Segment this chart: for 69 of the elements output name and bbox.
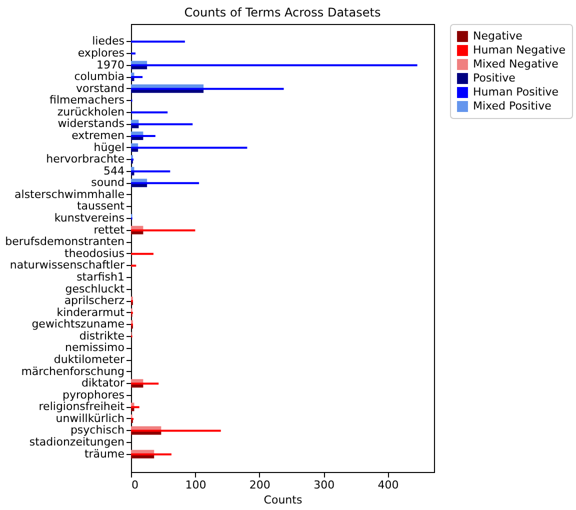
y-tick-label: naturwissenschaftler — [10, 258, 125, 272]
y-tick-label: explores — [78, 46, 125, 60]
x-axis-title: Counts — [264, 494, 302, 506]
bar — [131, 406, 140, 408]
bar — [131, 430, 221, 432]
legend-label: Human Positive — [473, 86, 559, 98]
bar — [131, 229, 196, 232]
bar — [131, 88, 284, 90]
bar — [131, 64, 418, 66]
bar — [131, 123, 193, 126]
x-tick-label: 100 — [185, 478, 206, 492]
y-tick-label: liedes — [92, 34, 125, 48]
bar — [131, 40, 185, 43]
y-tick-label: kinderarmut — [56, 306, 126, 319]
bar — [131, 252, 154, 255]
y-tick-label: zurückholen — [57, 105, 125, 118]
bar — [131, 453, 172, 456]
y-tick-label: sound — [91, 176, 124, 190]
y-tick-label: träume — [84, 447, 125, 460]
bar — [131, 158, 134, 161]
y-tick-label: stadionzeitungen — [29, 436, 125, 449]
bar — [131, 418, 134, 420]
legend-label: Negative — [473, 30, 523, 42]
y-tick-label: märchenforschung — [21, 364, 124, 378]
y-tick-label: kunstvereins — [54, 212, 125, 225]
x-tick-label: 0 — [132, 478, 138, 492]
y-tick-label: filmemachers — [50, 94, 125, 107]
y-tick-label: pyrophores — [62, 388, 125, 402]
bar — [131, 135, 156, 137]
legend-label: Mixed Negative — [473, 58, 559, 70]
y-tick-label: nemissimo — [65, 341, 125, 354]
y-tick-label: vorstand — [76, 82, 124, 95]
legend-label: Mixed Positive — [473, 100, 552, 112]
y-tick-label: diktator — [81, 376, 125, 390]
y-tick-label: taussent — [76, 200, 126, 213]
bar — [131, 76, 143, 78]
bar — [131, 182, 200, 184]
legend-label: Human Negative — [473, 44, 566, 56]
y-tick-label: 1970 — [96, 58, 124, 72]
y-tick-label: berufsdemonstranten — [5, 235, 125, 248]
x-tick-label: 200 — [249, 478, 270, 492]
x-tick-label: 300 — [314, 478, 335, 492]
x-tick-label: 400 — [378, 478, 399, 492]
y-tick-label: unwillkürlich — [56, 412, 125, 425]
y-tick-label: rettet — [94, 223, 126, 236]
bar — [131, 264, 136, 267]
y-tick-label: widerstands — [58, 117, 125, 130]
y-tick-label: religionsfreiheit — [38, 400, 126, 414]
y-tick-label: starfish1 — [76, 270, 124, 284]
y-tick-label: extremen — [72, 129, 125, 142]
y-tick-label: 544 — [104, 164, 124, 178]
y-tick-label: theodosius — [64, 246, 125, 260]
y-tick-label: duktilometer — [54, 353, 125, 366]
y-tick-label: hervorbrachte — [46, 152, 125, 166]
y-tick-label: psychisch — [70, 424, 125, 437]
bar — [131, 146, 248, 149]
y-tick-label: columbia — [74, 70, 124, 84]
y-tick-label: aprilscherz — [64, 294, 125, 308]
y-tick-label: gewichtszuname — [32, 318, 125, 331]
bar — [131, 52, 136, 54]
legend-label: Positive — [473, 72, 516, 84]
bar — [131, 170, 170, 172]
y-tick-label: distrikte — [79, 329, 125, 342]
bar — [131, 111, 168, 114]
y-tick-label: geschluckt — [65, 282, 126, 296]
y-tick-label: hügel — [94, 140, 124, 154]
bar — [131, 382, 159, 385]
y-tick-label: alsterschwimmhalle — [14, 188, 125, 201]
chart-title: Counts of Terms Across Datasets — [184, 6, 381, 20]
